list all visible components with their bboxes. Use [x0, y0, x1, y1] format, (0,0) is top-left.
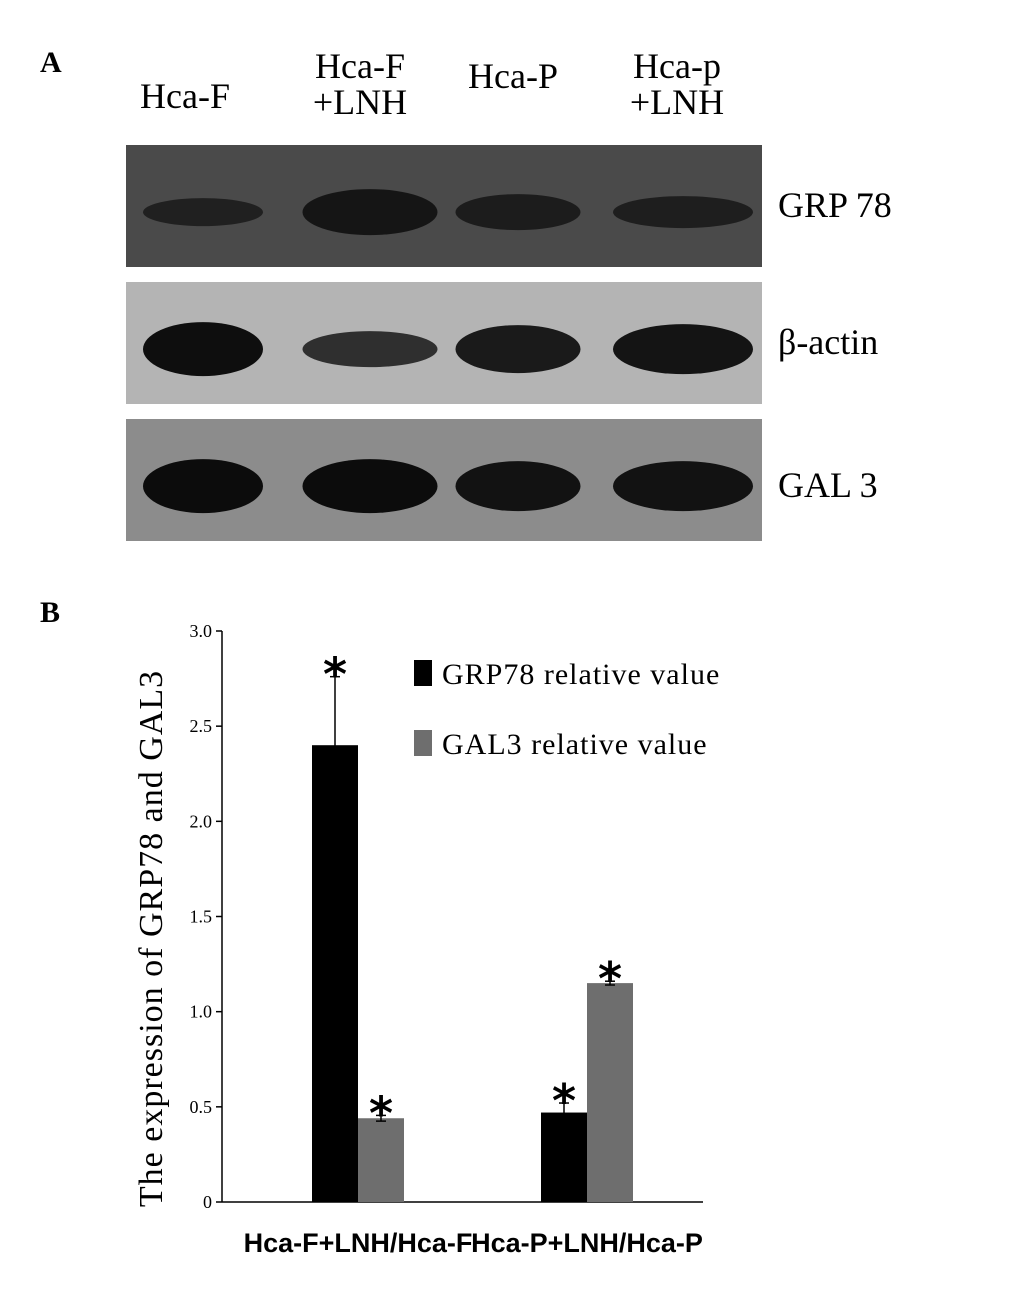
- blot-label-beta-actin: β-actin: [778, 322, 879, 362]
- bar-1-1: [312, 745, 358, 1202]
- blot-band-3-lane-2: [302, 459, 438, 514]
- bar-2-2: [587, 983, 633, 1202]
- y-tick-label-2: 1.0: [190, 1002, 213, 1022]
- legend-label-2: GAL3 relative value: [442, 728, 708, 761]
- blot-band-1-lane-2: [302, 189, 438, 236]
- y-tick-label-3: 1.5: [190, 907, 213, 927]
- legend-swatch-2: [414, 730, 432, 756]
- bar-1-2: [541, 1112, 587, 1202]
- blot-label-grp78: GRP 78: [778, 185, 892, 225]
- blot-band-2-lane-2: [302, 331, 438, 368]
- y-tick-label-1: 0.5: [190, 1097, 213, 1117]
- significance-star-1-2: *: [552, 1074, 576, 1128]
- y-tick-label-4: 2.0: [190, 811, 213, 831]
- lane-label-2-line2: +LNH: [312, 82, 408, 122]
- lane-label-4-line1: Hca-p: [633, 46, 721, 86]
- blot-band-2-lane-1: [143, 322, 263, 377]
- blot-band-3-lane-1: [143, 459, 263, 514]
- lane-label-2: Hca-F +LNH: [285, 48, 435, 120]
- western-blot-panel: [126, 145, 762, 541]
- panel-b-label: B: [40, 596, 61, 629]
- lane-label-2-line1: Hca-F: [315, 46, 405, 86]
- lane-label-1: Hca-F: [110, 78, 260, 114]
- y-tick-label-6: 3.0: [190, 621, 213, 641]
- bar-2-1: [358, 1118, 404, 1202]
- blot-band-1-lane-3: [455, 194, 581, 231]
- lane-label-3: Hca-P: [438, 58, 588, 94]
- blot-band-1-lane-4: [613, 196, 753, 229]
- legend-swatch-1: [414, 660, 432, 686]
- x-tick-label-2: Hca-P+LNH/Hca-P: [471, 1228, 703, 1258]
- blot-band-3-lane-3: [455, 461, 581, 512]
- blot-band-2-lane-3: [455, 325, 581, 374]
- y-axis-label: The expression of GRP78 and GAL3: [133, 670, 170, 1207]
- panel-a-label: A: [40, 46, 62, 79]
- significance-star-2-2: *: [598, 952, 622, 1006]
- lane-label-3-line1: Hca-P: [468, 56, 558, 96]
- blot-band-2-lane-4: [613, 324, 753, 375]
- significance-star-1-1: *: [323, 648, 347, 702]
- y-tick-label-5: 2.5: [190, 716, 213, 736]
- blot-band-3-lane-4: [613, 461, 753, 512]
- blot-label-gal3: GAL 3: [778, 465, 878, 505]
- lane-label-4-line2: +LNH: [629, 82, 725, 122]
- legend-label-1: GRP78 relative value: [442, 658, 720, 691]
- x-tick-label-1: Hca-F+LNH/Hca-F: [244, 1228, 473, 1258]
- lane-label-1-line1: Hca-F: [140, 76, 230, 116]
- y-tick-label-0: 0: [203, 1192, 212, 1212]
- blot-band-1-lane-1: [143, 198, 263, 227]
- lane-label-4: Hca-p +LNH: [602, 48, 752, 120]
- significance-star-2-1: *: [369, 1086, 393, 1140]
